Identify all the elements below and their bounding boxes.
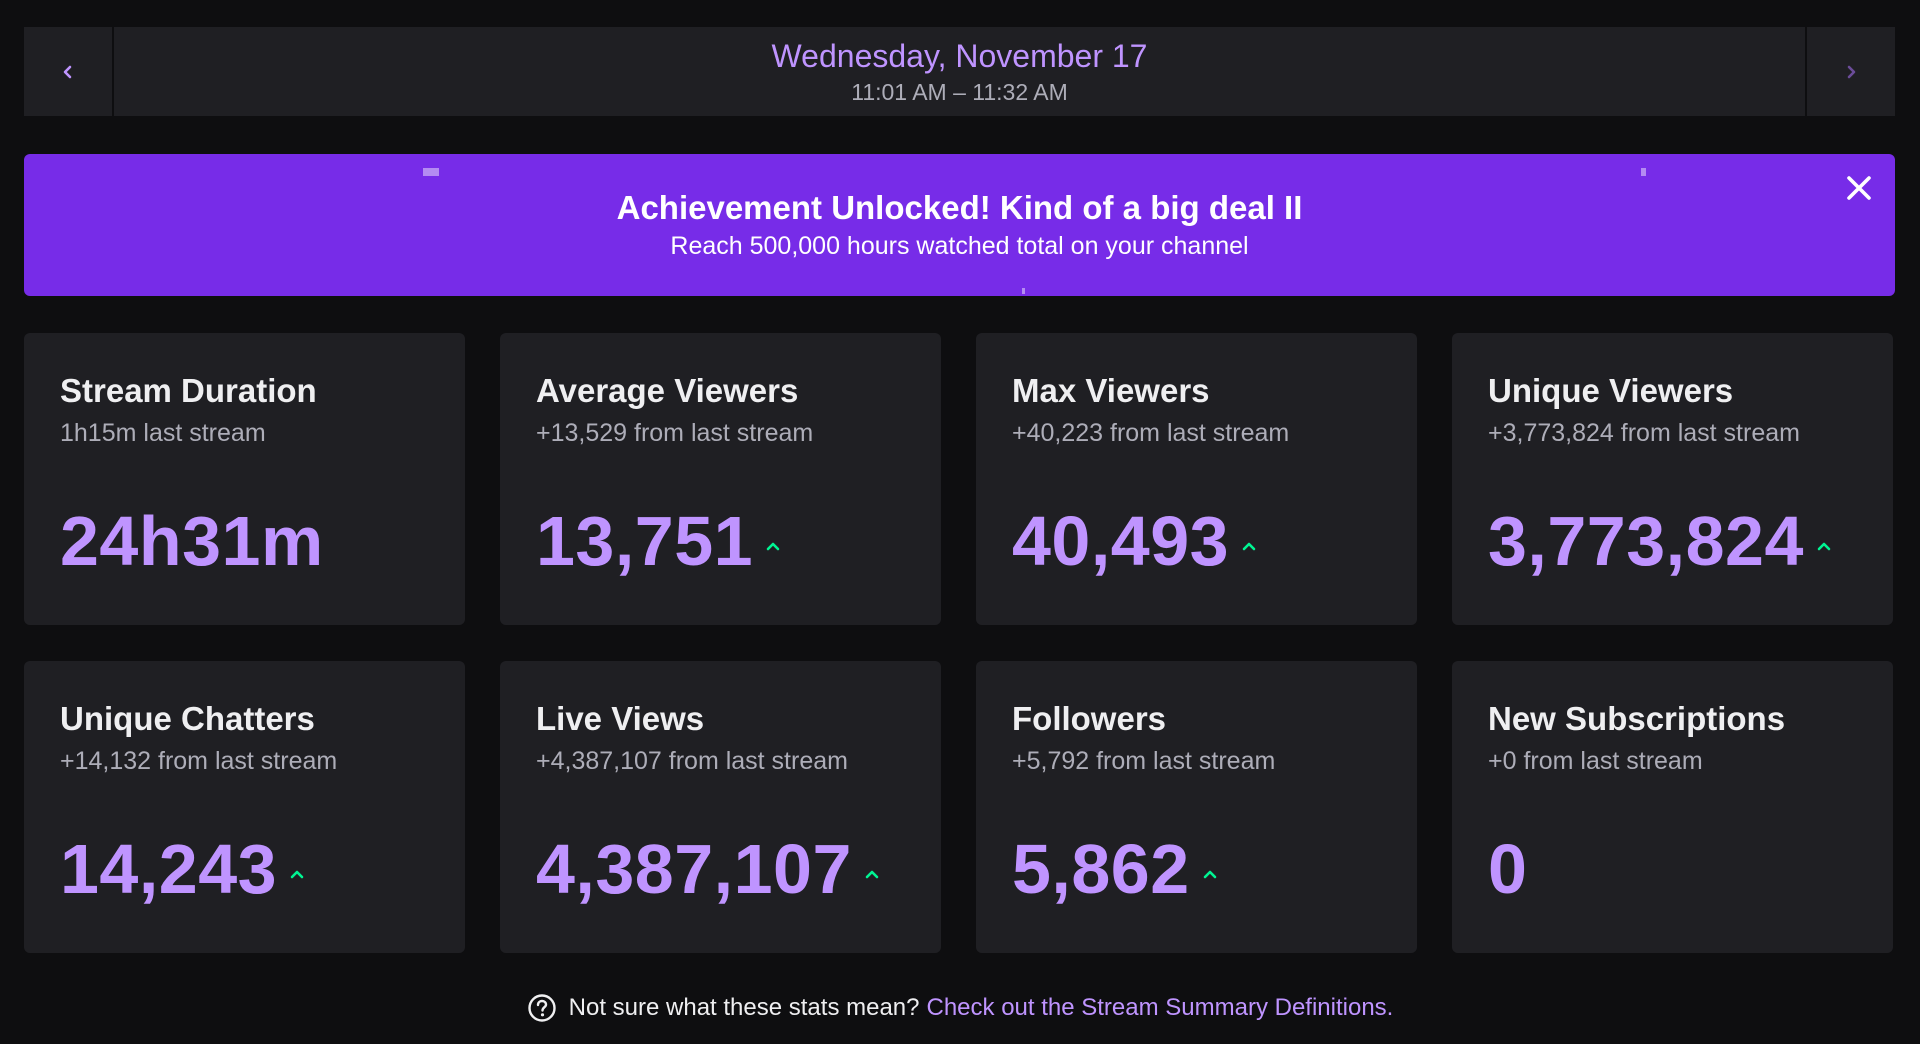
- stat-comparison: +14,132 from last stream: [60, 747, 338, 775]
- help-text: Not sure what these stats mean?: [568, 994, 920, 1021]
- stat-card-new-subscriptions: New Subscriptions +0 from last stream 0: [1452, 661, 1893, 953]
- achievement-description: Reach 500,000 hours watched total on you…: [670, 232, 1249, 260]
- trend-up-icon: [865, 870, 879, 879]
- chevron-left-icon: [63, 65, 72, 78]
- stat-card-unique-chatters: Unique Chatters +14,132 from last stream…: [24, 661, 465, 953]
- trend-up-icon: [1242, 542, 1256, 551]
- stat-comparison: +13,529 from last stream: [536, 419, 814, 447]
- definitions-link[interactable]: Check out the Stream Summary Definitions…: [926, 994, 1394, 1021]
- date-navigator: Wednesday, November 17 11:01 AM – 11:32 …: [24, 27, 1895, 116]
- stat-value-row: 5,862: [1012, 831, 1218, 907]
- close-icon: [1847, 176, 1871, 200]
- stat-title: Unique Viewers: [1488, 372, 1734, 409]
- stat-value-row: 24h31m: [60, 503, 324, 579]
- stat-value-row: 40,493: [1012, 503, 1257, 579]
- stat-title: Average Viewers: [536, 372, 799, 409]
- trend-up-icon: [1203, 870, 1216, 879]
- confetti-decoration: [1641, 168, 1646, 176]
- stat-card-average-viewers: Average Viewers +13,529 from last stream…: [500, 333, 941, 625]
- stats-grid: Stream Duration 1h15m last stream 24h31m…: [24, 333, 1895, 953]
- achievement-title: Achievement Unlocked! Kind of a big deal…: [616, 189, 1303, 226]
- trend-up-icon: [766, 542, 780, 551]
- stats-help-footer: Not sure what these stats mean? Check ou…: [0, 990, 1920, 1026]
- stat-value: 4,387,107: [536, 830, 852, 908]
- stat-comparison: +5,792 from last stream: [1012, 747, 1276, 775]
- trend-up-icon: [290, 870, 304, 879]
- stat-title: New Subscriptions: [1488, 700, 1786, 737]
- stat-comparison: +4,387,107 from last stream: [536, 747, 848, 775]
- stat-title: Followers: [1012, 700, 1167, 737]
- stat-value: 24h31m: [60, 502, 324, 580]
- stream-date: Wednesday, November 17: [771, 37, 1148, 74]
- stat-value-row: 14,243: [60, 831, 305, 907]
- confetti-decoration: [1022, 288, 1025, 294]
- trend-up-icon: [1817, 542, 1831, 551]
- stat-title: Max Viewers: [1012, 372, 1210, 409]
- stat-card-unique-viewers: Unique Viewers +3,773,824 from last stre…: [1452, 333, 1893, 625]
- stat-value: 3,773,824: [1488, 502, 1804, 580]
- stream-date-info: Wednesday, November 17 11:01 AM – 11:32 …: [114, 27, 1805, 116]
- stat-value-row: 3,773,824: [1488, 503, 1832, 579]
- next-stream-button[interactable]: [1805, 27, 1895, 116]
- stat-value-row: 0: [1488, 831, 1527, 907]
- stat-value: 40,493: [1012, 502, 1230, 580]
- stat-value-row: 13,751: [536, 503, 781, 579]
- achievement-banner: Achievement Unlocked! Kind of a big deal…: [24, 154, 1895, 296]
- stat-value-row: 4,387,107: [536, 831, 880, 907]
- close-banner-button[interactable]: [1841, 170, 1877, 206]
- stat-comparison: 1h15m last stream: [60, 419, 266, 447]
- confetti-decoration: [423, 168, 439, 176]
- chevron-right-icon: [1847, 65, 1856, 78]
- stat-value: 0: [1488, 830, 1528, 908]
- stat-card-followers: Followers +5,792 from last stream 5,862: [976, 661, 1417, 953]
- stat-value: 13,751: [536, 502, 754, 580]
- stat-title: Unique Chatters: [60, 700, 315, 737]
- stat-value: 14,243: [60, 830, 278, 908]
- stat-card-stream-duration: Stream Duration 1h15m last stream 24h31m: [24, 333, 465, 625]
- previous-stream-button[interactable]: [24, 27, 114, 116]
- stat-comparison: +3,773,824 from last stream: [1488, 419, 1800, 447]
- stat-value: 5,862: [1012, 830, 1190, 908]
- stat-card-max-viewers: Max Viewers +40,223 from last stream 40,…: [976, 333, 1417, 625]
- stat-comparison: +0 from last stream: [1488, 747, 1703, 775]
- stat-title: Stream Duration: [60, 372, 317, 409]
- stream-time-range: 11:01 AM – 11:32 AM: [851, 78, 1068, 105]
- stat-title: Live Views: [536, 700, 705, 737]
- question-circle-icon: [527, 994, 556, 1022]
- stat-comparison: +40,223 from last stream: [1012, 419, 1290, 447]
- stat-card-live-views: Live Views +4,387,107 from last stream 4…: [500, 661, 941, 953]
